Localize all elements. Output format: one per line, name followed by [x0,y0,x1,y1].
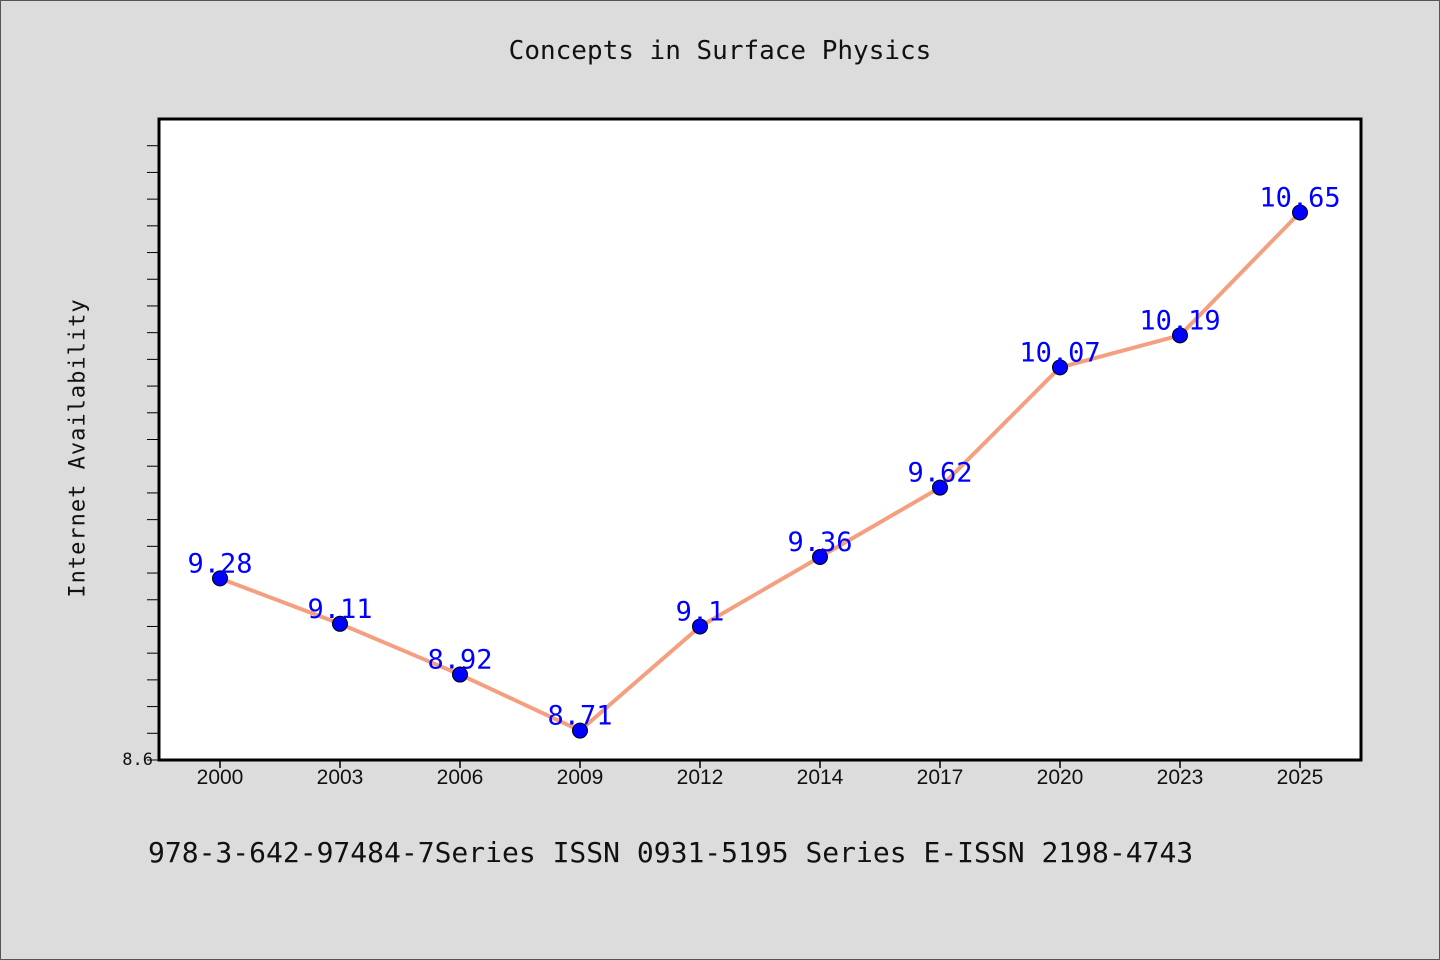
data-label: 10.07 [1019,337,1100,368]
data-label: 10.65 [1259,182,1340,213]
x-tick-label: 2020 [1037,766,1084,789]
data-point [1172,327,1188,344]
data-point [812,549,828,566]
data-label: 9.62 [907,458,972,489]
plot-area [157,117,1363,762]
x-tick-label: 2006 [437,766,484,789]
data-point [1292,204,1308,221]
y-tick-label: 8.6 [122,750,153,770]
x-tick-label: 2012 [677,766,724,789]
series-line [219,211,1302,733]
data-point [572,722,588,739]
data-point [332,615,348,632]
x-tick-label: 2009 [557,766,604,789]
data-label: 9.1 [676,596,725,627]
data-label: 9.11 [307,594,372,625]
x-tick-label: 2000 [197,766,244,789]
data-point [1052,359,1068,376]
data-label: 9.28 [187,548,252,579]
y-axis-ticks: 8.6 [122,145,159,770]
x-axis-ticks: 2000 2003 2006 2009 2012 2014 2017 2020 2023 2025 [197,760,1324,789]
data-point [692,618,708,635]
x-tick-label: 2017 [917,766,964,789]
x-tick-label: 2003 [317,766,364,789]
data-label: 10.19 [1139,305,1220,336]
footer-isbn-issn: 978-3-642-97484-7Series ISSN 0931-5195 S… [148,836,1194,869]
x-tick-label: 2023 [1157,766,1204,789]
chart-title: Concepts in Surface Physics [508,36,932,66]
x-tick-label: 2025 [1277,766,1324,789]
data-labels: 9.28 9.11 8.92 8.71 9.1 9.36 9.62 10.07 10.19 10.… [187,182,1340,731]
data-point [452,666,468,683]
data-point [932,479,948,496]
data-label: 8.71 [547,701,612,732]
data-label: 9.36 [787,527,852,558]
series-markers [212,204,1308,739]
data-point [212,570,228,587]
x-tick-label: 2014 [797,766,844,789]
data-label: 8.92 [427,645,492,676]
